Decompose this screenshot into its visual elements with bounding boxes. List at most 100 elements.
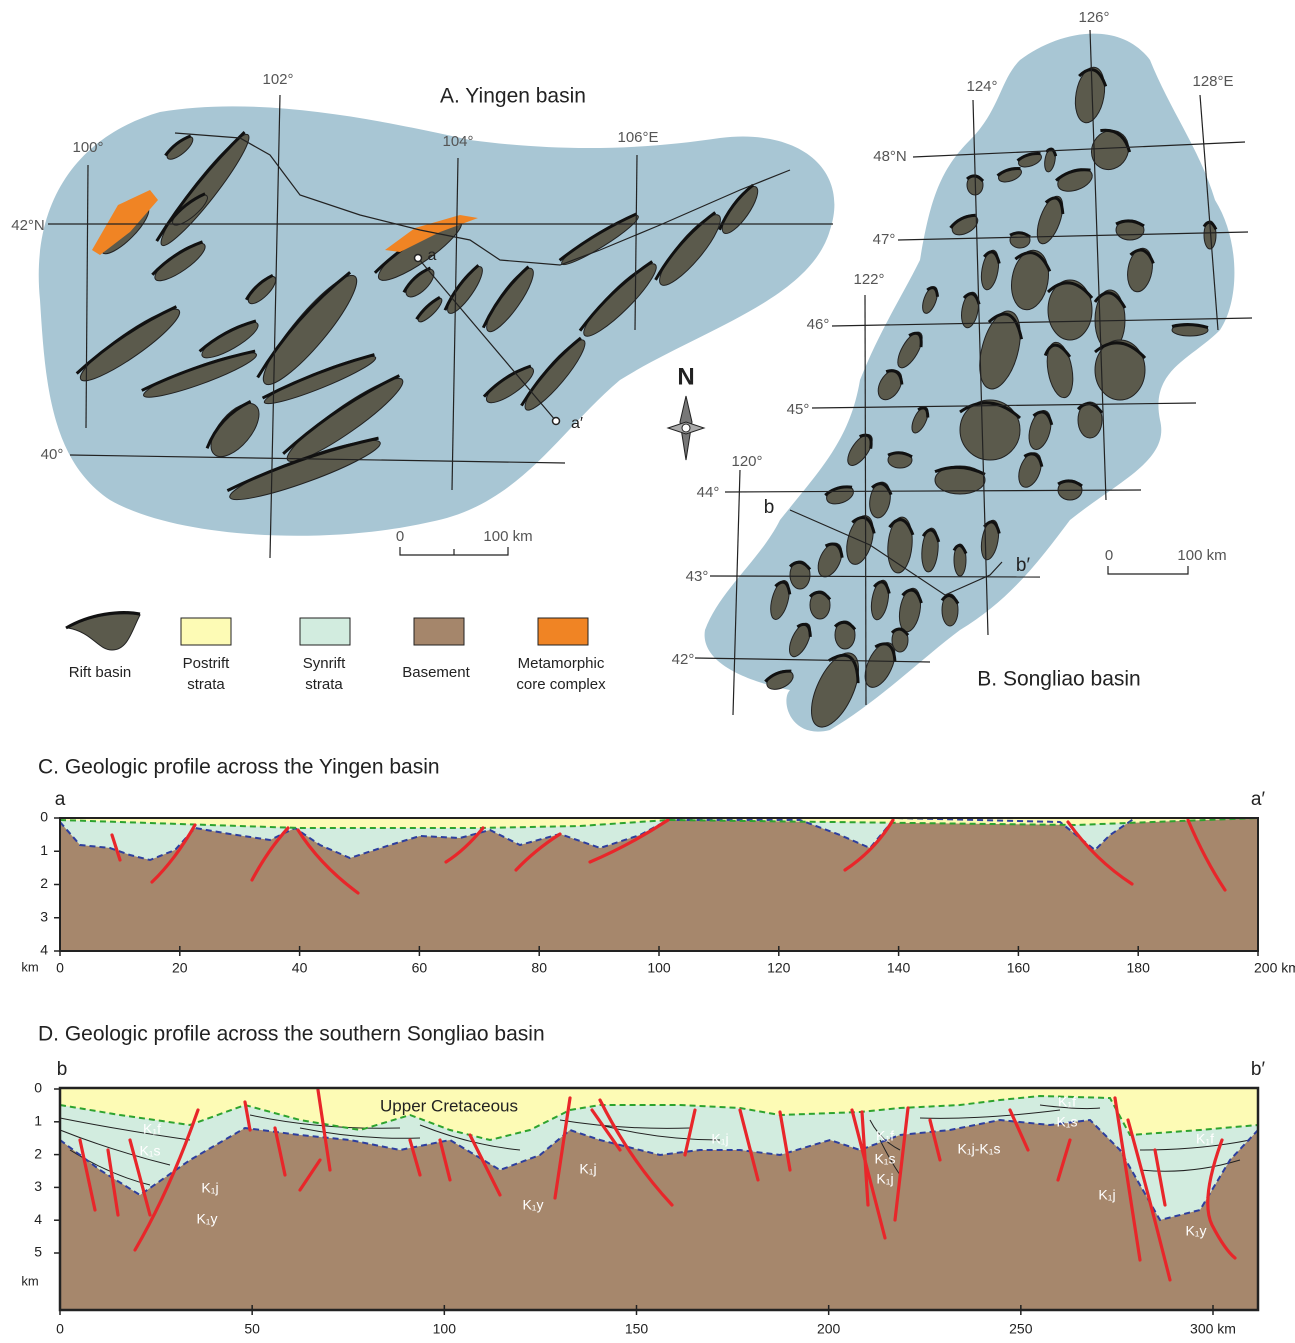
longitude-label: 100° — [72, 139, 103, 156]
unit-label: K₁f — [1058, 1094, 1076, 1110]
longitude-label: 124° — [966, 78, 997, 95]
scale-label: 0 — [396, 528, 404, 545]
section-end-label: b′ — [1251, 1059, 1266, 1080]
legend-label: strata — [305, 676, 343, 693]
scale-label: 0 — [1105, 547, 1113, 564]
unit-label: K₁j — [201, 1180, 218, 1196]
longitude-label: 104° — [442, 133, 473, 150]
y-tick-label: 2 — [34, 1145, 42, 1161]
y-unit-label: km — [21, 1273, 38, 1288]
unit-label: K₁f — [876, 1128, 894, 1144]
x-tick-label: 140 — [887, 960, 911, 976]
legend-label: Synrift — [303, 655, 346, 672]
unit-label: K₁y — [1185, 1223, 1206, 1239]
legend-label: core complex — [516, 676, 606, 693]
x-tick-label: 200 — [817, 1321, 841, 1337]
x-tick-label: 120 — [767, 960, 791, 976]
scale-bar — [1108, 566, 1188, 574]
unit-label: K₁f — [1196, 1131, 1214, 1147]
scale-bar — [400, 547, 508, 555]
section-end-label: b′ — [1016, 555, 1031, 576]
x-tick-label: 180 — [1127, 960, 1151, 976]
scale-label: 100 km — [1177, 547, 1226, 564]
unit-label: K₁j — [876, 1171, 893, 1187]
x-tick-label: 150 — [625, 1321, 649, 1337]
x-tick-label: 300 km — [1190, 1321, 1236, 1337]
longitude-label: 126° — [1078, 9, 1109, 26]
unit-label: K₁s — [1056, 1114, 1077, 1130]
longitude-label: 122° — [853, 271, 884, 288]
y-unit-label: km — [21, 959, 38, 974]
section-end-label: a′ — [1251, 789, 1266, 810]
x-tick-label: 20 — [172, 960, 188, 976]
panel-title: A. Yingen basin — [440, 85, 586, 108]
unit-label: K₁f — [143, 1121, 161, 1137]
section-end-label: b — [57, 1059, 68, 1080]
legend-swatch — [68, 614, 140, 650]
section-end-label: a′ — [571, 415, 583, 432]
y-tick-label: 5 — [34, 1244, 42, 1260]
profile-title: C. Geologic profile across the Yingen ba… — [38, 756, 440, 779]
unit-title: Upper Cretaceous — [380, 1096, 518, 1115]
x-tick-label: 0 — [56, 960, 64, 976]
x-tick-label: 100 — [433, 1321, 457, 1337]
legend-label: Postrift — [183, 655, 231, 672]
x-tick-label: 200 km — [1254, 960, 1295, 976]
unit-label: K₁j-K₁s — [958, 1141, 1001, 1157]
latitude-label: 48°N — [873, 148, 907, 165]
legend-label: Rift basin — [69, 664, 132, 681]
latitude-label: 43° — [686, 568, 709, 585]
section-end — [415, 255, 422, 262]
y-tick-label: 3 — [40, 908, 48, 924]
x-tick-label: 40 — [292, 960, 308, 976]
legend-swatch — [414, 618, 464, 645]
x-tick-label: 250 — [1009, 1321, 1033, 1337]
scale-label: 100 km — [483, 528, 532, 545]
legend-label: strata — [187, 676, 225, 693]
unit-label: K₁j — [1098, 1187, 1115, 1203]
y-tick-label: 1 — [34, 1113, 42, 1129]
latitude-label: 47° — [873, 231, 896, 248]
longitude-label: 120° — [731, 453, 762, 470]
legend-label: Basement — [402, 664, 470, 681]
unit-label: K₁j — [711, 1131, 728, 1147]
x-tick-label: 160 — [1007, 960, 1031, 976]
figure: A. Yingen basin 100° 102° 104° 106°E 42°… — [0, 0, 1295, 1343]
north-label: N — [677, 363, 694, 390]
unit-label: K₁j — [579, 1161, 596, 1177]
unit-label: K₁s — [874, 1151, 895, 1167]
x-tick-label: 0 — [56, 1321, 64, 1337]
songliao-outline — [705, 34, 1235, 732]
y-tick-label: 1 — [40, 842, 48, 858]
y-tick-label: 3 — [34, 1178, 42, 1194]
section-end-label: a — [428, 247, 437, 264]
panel-title: B. Songliao basin — [977, 668, 1140, 691]
x-tick-label: 100 — [647, 960, 671, 976]
latitude-label: 40° — [41, 446, 64, 463]
longitude-label: 102° — [262, 71, 293, 88]
y-tick-label: 0 — [40, 809, 48, 825]
section-end-label: a — [55, 789, 66, 810]
section-end — [553, 418, 560, 425]
latitude-label: 42° — [672, 651, 695, 668]
x-tick-label: 80 — [531, 960, 547, 976]
x-tick-label: 60 — [412, 960, 428, 976]
y-tick-label: 0 — [34, 1080, 42, 1096]
y-tick-label: 4 — [40, 942, 48, 958]
legend-swatch — [538, 618, 588, 645]
x-tick-label: 50 — [244, 1321, 260, 1337]
section-end-label: b — [764, 497, 775, 518]
legend-labels: Rift basin Postrift strata Synrift strata Bas… — [69, 655, 606, 693]
legend-label: Metamorphic — [518, 655, 605, 672]
longitude-label: 106°E — [617, 129, 658, 146]
rift-basin — [960, 400, 1020, 460]
y-tick-label: 4 — [34, 1211, 42, 1227]
y-tick-label: 2 — [40, 875, 48, 891]
legend-swatch — [181, 618, 231, 645]
legend — [66, 613, 588, 650]
longitude-label: 128°E — [1192, 73, 1233, 90]
latitude-label: 42°N — [11, 217, 45, 234]
latitude-label: 44° — [697, 484, 720, 501]
profile-title: D. Geologic profile across the southern … — [38, 1023, 545, 1046]
unit-label: K₁s — [139, 1143, 160, 1159]
